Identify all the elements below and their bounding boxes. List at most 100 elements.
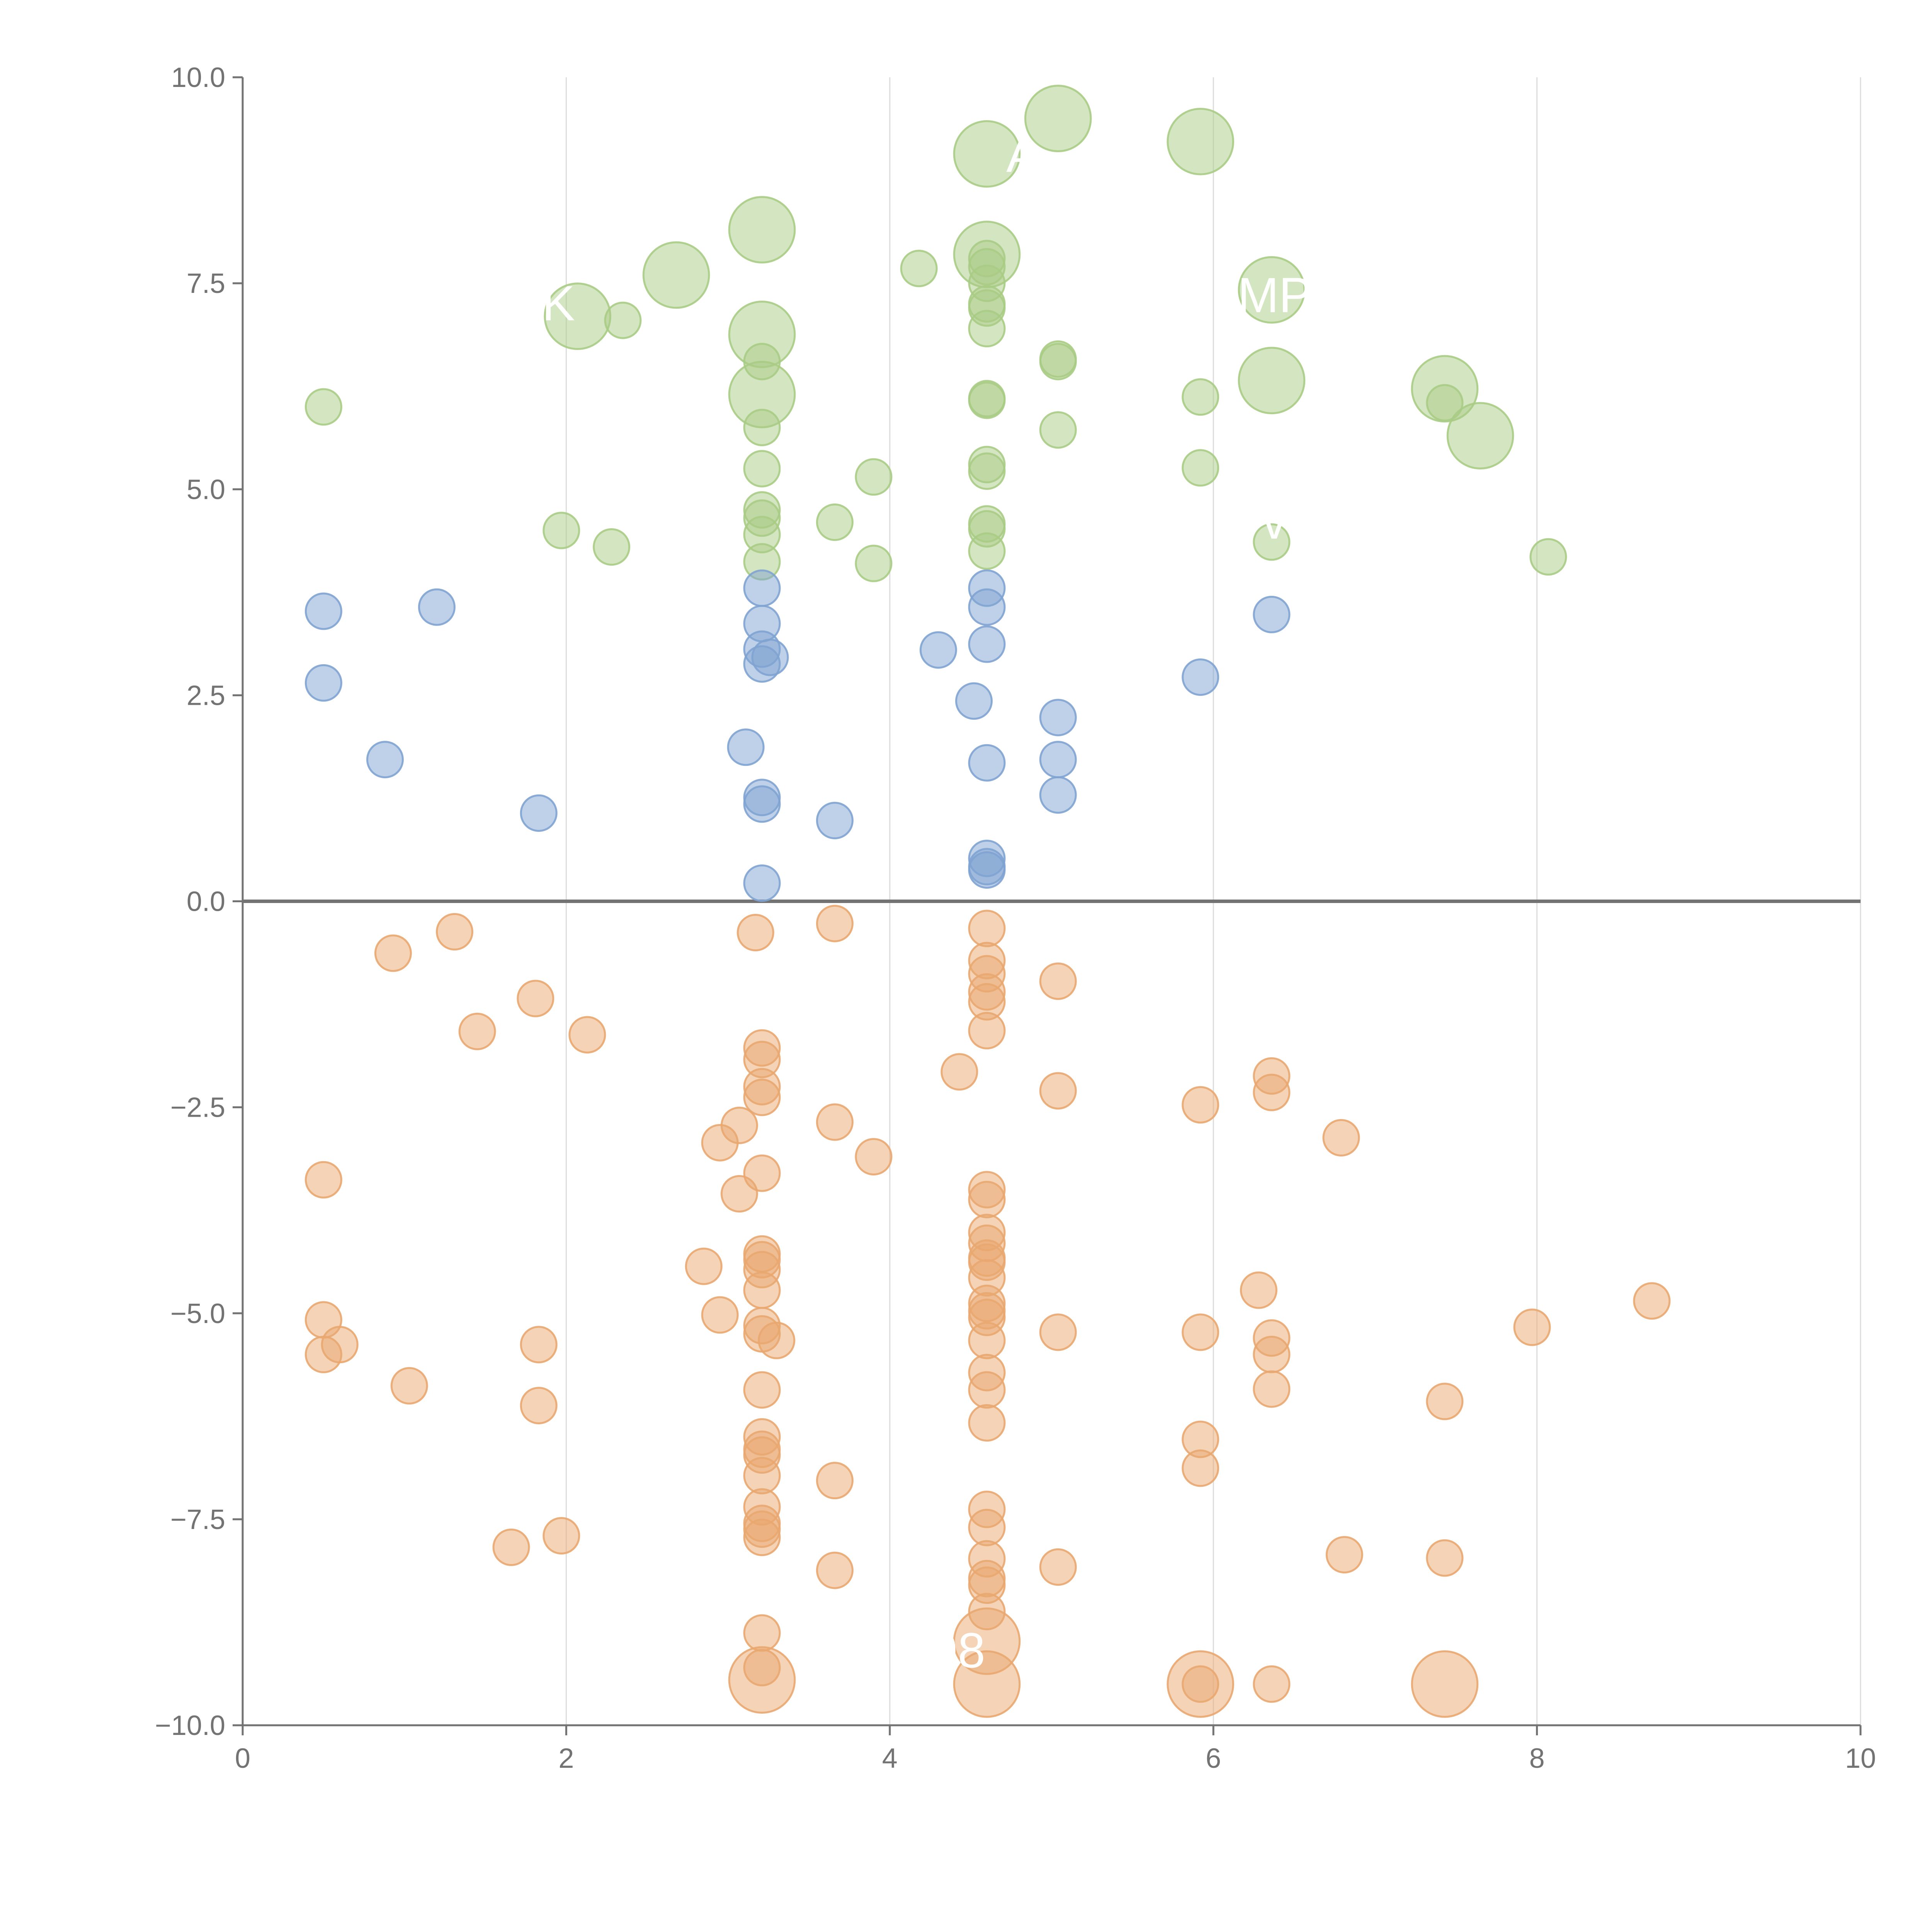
data-point: [1426, 384, 1464, 422]
data-point: [543, 1517, 580, 1555]
data-point: [743, 343, 781, 381]
data-point: [1039, 343, 1077, 381]
data-point: [743, 1519, 781, 1556]
data-point: [1182, 1086, 1219, 1124]
annotation-layer: K A MP Nv 98: [542, 128, 1312, 1678]
data-point: [374, 934, 412, 972]
data-point: [743, 569, 781, 607]
data-point: [968, 532, 1006, 570]
data-point: [968, 1012, 1006, 1049]
x-tick-label: 0: [235, 1743, 250, 1774]
data-point: [1325, 1536, 1363, 1574]
data-point: [1182, 449, 1219, 487]
data-point: [758, 1321, 796, 1359]
data-point: [642, 241, 710, 309]
x-tick-label: 8: [1529, 1743, 1545, 1774]
data-point: [1529, 538, 1567, 576]
data-point: [1253, 1335, 1291, 1373]
data-point: [435, 913, 473, 951]
data-point: [492, 1528, 530, 1566]
x-tick-label: 2: [558, 1743, 574, 1774]
points-layer: [304, 85, 1671, 1718]
data-point: [1253, 523, 1291, 561]
data-point: [968, 588, 1006, 626]
data-point: [1024, 85, 1092, 152]
data-point: [1182, 658, 1219, 696]
data-point: [816, 1551, 854, 1589]
data-point: [968, 1404, 1006, 1442]
data-point: [968, 1321, 1006, 1359]
y-tick-label: −2.5: [170, 1092, 225, 1123]
data-point: [1633, 1282, 1671, 1320]
data-point: [1039, 962, 1077, 1000]
data-point: [855, 458, 893, 496]
data-point: [968, 910, 1006, 947]
data-point: [728, 196, 796, 264]
data-point: [816, 802, 854, 840]
y-tick-label: 0.0: [187, 886, 225, 917]
data-point: [968, 625, 1006, 663]
y-tick-label: −10.0: [155, 1710, 225, 1741]
data-point: [418, 588, 456, 626]
data-point: [1182, 378, 1219, 416]
data-point: [743, 864, 781, 902]
data-point: [304, 664, 342, 702]
data-point: [968, 1509, 1006, 1546]
data-point: [968, 1371, 1006, 1409]
data-point: [1253, 1665, 1291, 1703]
x-tick-label: 10: [1845, 1743, 1876, 1774]
data-point: [1238, 256, 1306, 324]
data-point: [1039, 776, 1077, 814]
annotation-label: v: [1262, 494, 1287, 549]
data-point: [1182, 1313, 1219, 1351]
data-point: [366, 741, 404, 779]
data-point: [743, 1078, 781, 1116]
data-point: [1446, 402, 1514, 469]
annotation-label: K: [542, 276, 575, 331]
annotation-label: MP: [1238, 268, 1312, 323]
y-tick-label: 5.0: [187, 474, 225, 505]
data-point: [304, 1161, 342, 1199]
data-point: [1426, 1539, 1464, 1577]
x-tick-label: 4: [882, 1743, 898, 1774]
data-point: [1182, 1449, 1219, 1487]
annotation-label: 98: [930, 1623, 985, 1679]
data-point: [743, 1271, 781, 1309]
data-point: [1039, 741, 1077, 779]
data-point: [604, 301, 642, 339]
data-point: [968, 310, 1006, 347]
data-point: [743, 408, 781, 446]
data-point: [968, 381, 1006, 419]
data-point: [1039, 699, 1077, 736]
data-point: [968, 1180, 1006, 1218]
data-point: [1182, 1665, 1219, 1703]
data-point: [1513, 1308, 1551, 1346]
data-point: [685, 1247, 723, 1285]
data-point: [1039, 411, 1077, 449]
data-point: [701, 1296, 739, 1334]
data-point: [1039, 1313, 1077, 1351]
data-point: [743, 450, 781, 488]
data-point: [593, 528, 631, 566]
x-tick-label: 6: [1206, 1743, 1221, 1774]
data-point: [855, 1138, 893, 1176]
data-point: [900, 250, 938, 287]
data-point: [968, 452, 1006, 490]
data-point: [728, 1646, 796, 1714]
data-point: [1411, 1650, 1479, 1718]
data-point: [953, 1650, 1021, 1718]
data-point: [855, 544, 893, 582]
data-point: [458, 1012, 496, 1050]
data-point: [816, 1462, 854, 1500]
data-point: [520, 1387, 558, 1425]
data-point: [940, 1053, 978, 1091]
data-point: [321, 1326, 359, 1364]
data-point: [743, 1614, 781, 1652]
annotation-label: N: [777, 445, 812, 500]
data-point: [520, 794, 558, 832]
data-point: [919, 631, 957, 669]
data-point: [1238, 347, 1306, 415]
data-point: [816, 1103, 854, 1141]
y-tick-label: 10.0: [171, 62, 225, 93]
